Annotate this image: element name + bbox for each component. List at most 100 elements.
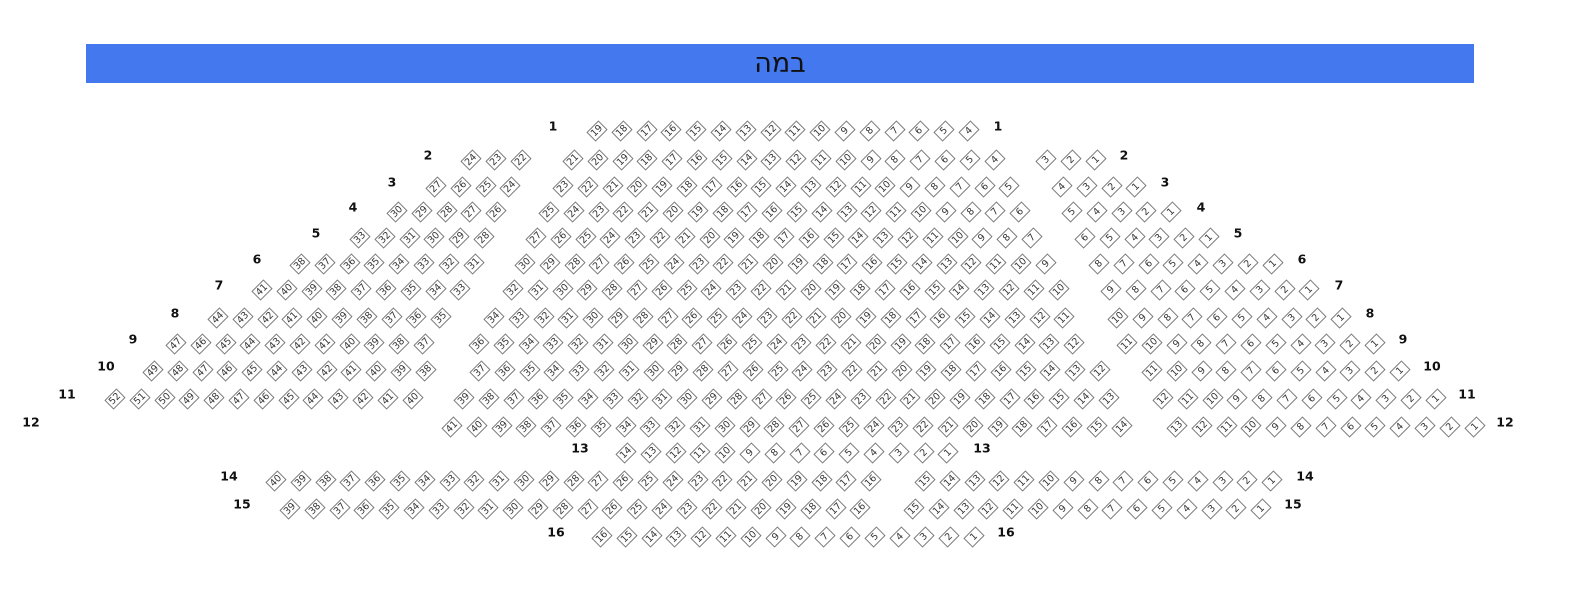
seat[interactable]: 17 bbox=[965, 360, 987, 382]
seat[interactable]: 39 bbox=[490, 416, 513, 438]
seat[interactable]: 28 bbox=[726, 388, 748, 410]
seat[interactable]: 36 bbox=[565, 416, 587, 438]
seat[interactable]: 26 bbox=[681, 307, 703, 329]
seat[interactable]: 9 bbox=[935, 201, 957, 223]
seat[interactable]: 24 bbox=[563, 201, 585, 223]
seat[interactable]: 39 bbox=[453, 388, 475, 410]
seat[interactable]: 9 bbox=[1165, 333, 1188, 355]
seat[interactable]: 4 bbox=[1289, 333, 1312, 355]
seat[interactable]: 16 bbox=[725, 176, 748, 198]
seat[interactable]: 10 bbox=[835, 149, 857, 171]
seat[interactable]: 13 bbox=[1038, 333, 1060, 355]
seat[interactable]: 25 bbox=[800, 388, 822, 410]
seat[interactable]: 41 bbox=[281, 307, 303, 329]
seat[interactable]: 42 bbox=[289, 333, 311, 355]
seat[interactable]: 32 bbox=[532, 307, 555, 329]
seat[interactable]: 37 bbox=[413, 333, 435, 355]
seat[interactable]: 29 bbox=[701, 388, 723, 410]
seat[interactable]: 5 bbox=[1325, 388, 1348, 410]
seat[interactable]: 12 bbox=[977, 498, 999, 520]
seat[interactable]: 7 bbox=[1149, 279, 1172, 301]
seat[interactable]: 24 bbox=[791, 360, 813, 382]
seat[interactable]: 15 bbox=[750, 176, 772, 198]
seat[interactable]: 21 bbox=[725, 498, 747, 520]
seat[interactable]: 10 bbox=[946, 227, 969, 249]
seat[interactable]: 3 bbox=[913, 526, 935, 548]
seat[interactable]: 33 bbox=[542, 333, 564, 355]
seat[interactable]: 3 bbox=[888, 442, 910, 464]
seat[interactable]: 1 bbox=[1364, 333, 1386, 355]
seat[interactable]: 29 bbox=[667, 360, 689, 382]
seat[interactable]: 26 bbox=[485, 201, 507, 223]
seat[interactable]: 5 bbox=[864, 526, 886, 548]
seat[interactable]: 42 bbox=[315, 360, 338, 382]
seat[interactable]: 20 bbox=[761, 470, 783, 492]
seat[interactable]: 17 bbox=[835, 470, 857, 492]
seat[interactable]: 23 bbox=[552, 176, 574, 198]
seat[interactable]: 14 bbox=[939, 470, 961, 492]
seat[interactable]: 29 bbox=[576, 279, 598, 301]
seat[interactable]: 19 bbox=[787, 253, 809, 275]
seat[interactable]: 7 bbox=[788, 442, 811, 464]
seat[interactable]: 38 bbox=[304, 498, 326, 520]
seat[interactable]: 13 bbox=[835, 201, 858, 223]
seat[interactable]: 23 bbox=[816, 360, 838, 382]
seat[interactable]: 12 bbox=[897, 227, 919, 249]
seat[interactable]: 42 bbox=[256, 307, 279, 329]
seat[interactable]: 34 bbox=[414, 470, 436, 492]
seat[interactable]: 8 bbox=[1156, 307, 1179, 329]
seat[interactable]: 5 bbox=[1162, 253, 1184, 275]
seat[interactable]: 9 bbox=[1226, 388, 1248, 410]
seat[interactable]: 28 bbox=[666, 333, 688, 355]
seat[interactable]: 7 bbox=[883, 120, 906, 142]
seat[interactable]: 20 bbox=[750, 498, 772, 520]
seat[interactable]: 16 bbox=[686, 149, 708, 171]
seat[interactable]: 1 bbox=[1330, 307, 1352, 329]
seat[interactable]: 37 bbox=[314, 253, 336, 275]
seat[interactable]: 31 bbox=[651, 388, 673, 410]
seat[interactable]: 34 bbox=[424, 279, 447, 301]
seat[interactable]: 13 bbox=[1064, 360, 1086, 382]
seat[interactable]: 20 bbox=[762, 253, 784, 275]
seat[interactable]: 20 bbox=[865, 333, 887, 355]
seat[interactable]: 18 bbox=[914, 333, 936, 355]
seat[interactable]: 8 bbox=[764, 442, 786, 464]
seat[interactable]: 10 bbox=[714, 442, 736, 464]
seat[interactable]: 27 bbox=[717, 360, 739, 382]
seat[interactable]: 13 bbox=[935, 253, 958, 275]
seat[interactable]: 3 bbox=[1035, 149, 1057, 171]
seat[interactable]: 7 bbox=[1276, 388, 1298, 410]
seat[interactable]: 44 bbox=[266, 360, 288, 382]
seat[interactable]: 38 bbox=[314, 470, 337, 492]
seat[interactable]: 17 bbox=[1036, 416, 1058, 438]
seat[interactable]: 16 bbox=[929, 307, 951, 329]
seat[interactable]: 21 bbox=[775, 279, 797, 301]
seat[interactable]: 12 bbox=[759, 120, 782, 142]
seat[interactable]: 50 bbox=[153, 388, 176, 410]
seat[interactable]: 22 bbox=[912, 416, 934, 438]
seat[interactable]: 8 bbox=[1290, 416, 1312, 438]
seat[interactable]: 17 bbox=[939, 333, 961, 355]
seat[interactable]: 22 bbox=[780, 307, 803, 329]
seat[interactable]: 4 bbox=[1256, 307, 1278, 329]
seat[interactable]: 17 bbox=[904, 307, 927, 329]
seat[interactable]: 16 bbox=[990, 360, 1012, 382]
seat[interactable]: 12 bbox=[998, 279, 1020, 301]
seat[interactable]: 5 bbox=[1199, 279, 1221, 301]
seat[interactable]: 20 bbox=[890, 360, 913, 382]
seat[interactable]: 25 bbox=[706, 307, 728, 329]
seat[interactable]: 6 bbox=[813, 442, 835, 464]
seat[interactable]: 33 bbox=[413, 253, 435, 275]
seat[interactable]: 40 bbox=[365, 360, 387, 382]
seat[interactable]: 39 bbox=[363, 333, 385, 355]
seat[interactable]: 23 bbox=[756, 307, 778, 329]
seat[interactable]: 9 bbox=[1035, 253, 1057, 275]
seat[interactable]: 1 bbox=[1160, 201, 1182, 223]
seat[interactable]: 7 bbox=[814, 526, 836, 548]
seat[interactable]: 6 bbox=[1339, 416, 1362, 438]
seat[interactable]: 33 bbox=[438, 470, 461, 492]
seat[interactable]: 37 bbox=[380, 307, 403, 329]
seat[interactable]: 5 bbox=[998, 176, 1020, 198]
seat[interactable]: 47 bbox=[228, 388, 250, 410]
seat[interactable]: 35 bbox=[493, 333, 515, 355]
